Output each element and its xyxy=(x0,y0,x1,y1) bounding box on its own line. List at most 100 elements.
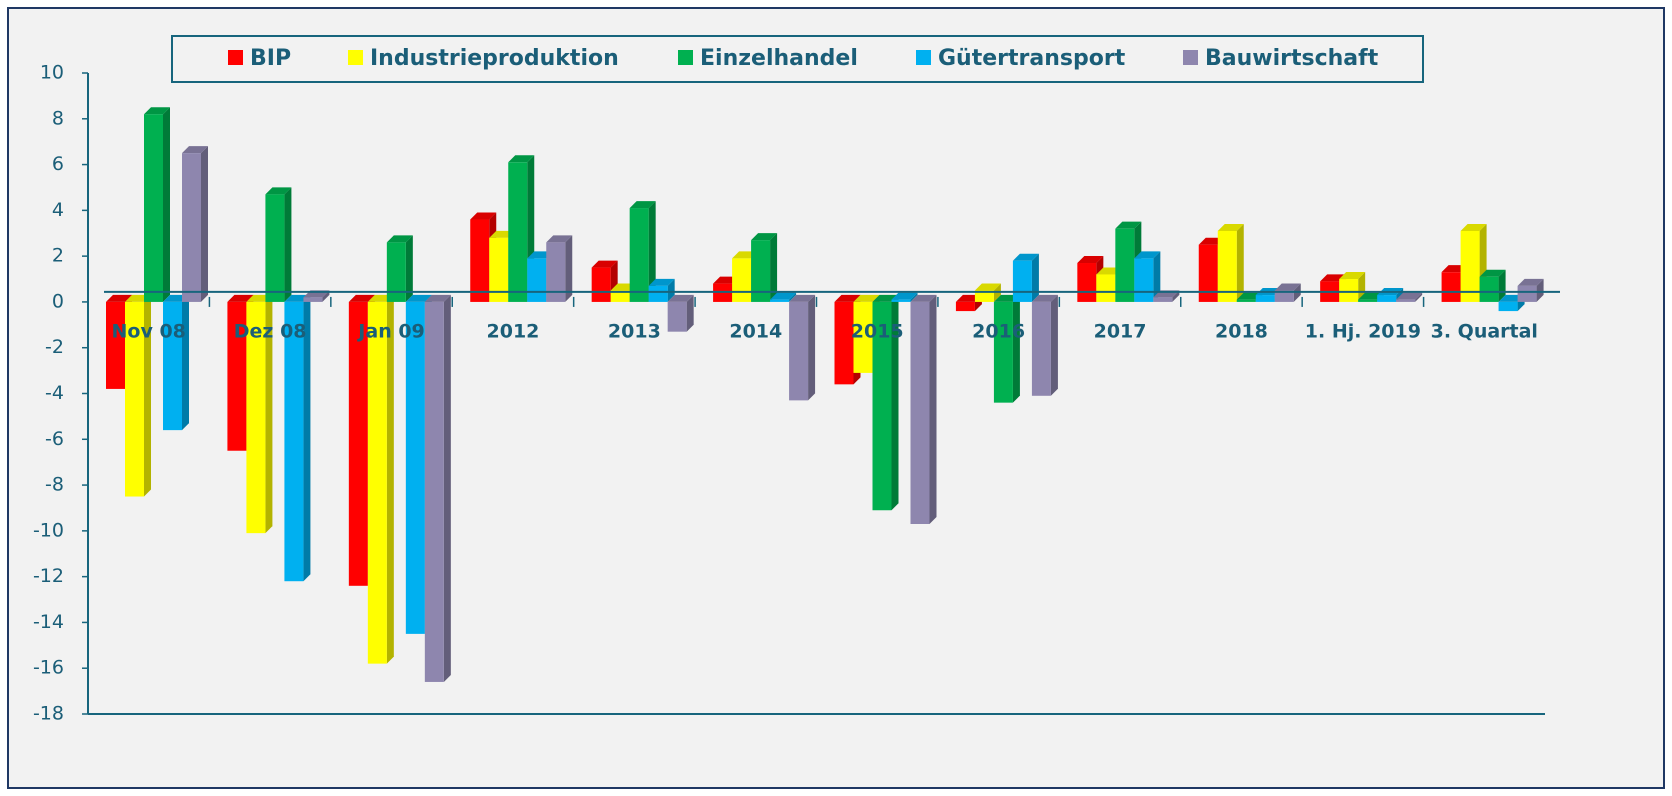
y-tick-label: 10 xyxy=(40,62,64,84)
bar xyxy=(489,237,509,302)
bar-side xyxy=(322,290,330,302)
bar-top xyxy=(1077,256,1104,264)
x-tick-label: 3. Quartal xyxy=(1431,320,1538,342)
x-tick-label: 1. Hj. 2019 xyxy=(1305,320,1421,342)
bar xyxy=(1134,258,1154,302)
bar xyxy=(1255,295,1275,302)
y-tick-label: -14 xyxy=(33,611,64,633)
bar-top xyxy=(1274,283,1301,291)
bar xyxy=(106,301,125,389)
bar-top xyxy=(1396,292,1423,300)
bar-top xyxy=(789,294,816,302)
bar-side xyxy=(1153,251,1161,302)
bar-side xyxy=(386,294,394,664)
bar-top xyxy=(182,146,208,154)
bar xyxy=(1479,276,1499,302)
bar xyxy=(144,114,163,302)
bar xyxy=(1441,272,1461,302)
bar xyxy=(872,301,892,511)
bar-top xyxy=(910,294,937,302)
bar xyxy=(993,301,1013,403)
bar-top xyxy=(1134,251,1161,259)
x-tick-label: 2014 xyxy=(729,320,782,342)
bar xyxy=(424,301,444,682)
frame xyxy=(7,7,1665,789)
bar xyxy=(610,290,630,302)
bar-side xyxy=(1415,292,1423,302)
bar-top xyxy=(1031,294,1058,302)
bar-top xyxy=(770,292,797,300)
bar xyxy=(1012,260,1032,302)
bar-top xyxy=(853,294,880,302)
bar-side xyxy=(405,235,413,302)
bar-side xyxy=(443,294,451,682)
bar xyxy=(246,301,266,534)
legend-label: Einzelhandel xyxy=(700,46,858,71)
bar xyxy=(1031,301,1051,396)
bar xyxy=(789,301,809,401)
x-tick-label: 2016 xyxy=(972,320,1025,342)
bar-top xyxy=(834,294,861,302)
y-tick-label: 2 xyxy=(52,245,64,267)
bar-top xyxy=(424,294,451,302)
x-tick-label: 2013 xyxy=(608,320,661,342)
bar-top xyxy=(1012,253,1039,261)
bar xyxy=(303,297,323,302)
y-tick-label: 6 xyxy=(52,153,64,175)
bar xyxy=(732,258,752,302)
bar-top xyxy=(891,292,918,300)
bar-side xyxy=(1536,278,1544,302)
bar-side xyxy=(770,233,778,302)
y-tick-label: -8 xyxy=(45,474,64,496)
bar-side xyxy=(1498,269,1506,302)
bar xyxy=(891,299,911,302)
legend-label: Gütertransport xyxy=(938,46,1126,71)
bar-top xyxy=(265,187,292,195)
bar xyxy=(853,301,873,373)
bar xyxy=(667,301,687,332)
bar-side xyxy=(648,201,656,302)
bar xyxy=(386,242,406,302)
bar xyxy=(1153,297,1173,302)
bar xyxy=(405,301,425,634)
legend-label: BIP xyxy=(250,46,291,71)
bar-side xyxy=(891,294,899,511)
bar-top xyxy=(648,278,675,286)
legend-swatch xyxy=(228,50,243,65)
bar xyxy=(1274,290,1294,302)
bar xyxy=(648,285,668,302)
y-tick-label: -6 xyxy=(45,428,64,450)
bar-top xyxy=(227,294,254,302)
bar-top xyxy=(1217,223,1244,231)
bar-top xyxy=(974,283,1001,291)
bar xyxy=(527,258,547,302)
x-tick-label: 2018 xyxy=(1215,320,1268,342)
bar-top xyxy=(751,233,778,241)
bar xyxy=(1077,263,1097,302)
bar-side xyxy=(163,107,170,302)
bar-top xyxy=(144,107,170,115)
legend-label: Industrieproduktion xyxy=(370,46,619,71)
legend-box xyxy=(171,35,1424,83)
bar xyxy=(770,299,790,302)
bar-top xyxy=(546,235,573,243)
bar-top xyxy=(386,235,413,243)
bar-top xyxy=(470,212,497,220)
legend-swatch xyxy=(348,50,363,65)
legend-swatch xyxy=(678,50,693,65)
bar xyxy=(1198,244,1218,302)
bar-top xyxy=(1115,221,1142,229)
bar-side xyxy=(565,235,573,302)
y-tick-label: -16 xyxy=(33,657,64,679)
bar-side xyxy=(1031,253,1039,302)
bar xyxy=(955,301,975,312)
bar xyxy=(348,301,368,586)
bar xyxy=(834,301,854,385)
bar xyxy=(163,301,182,431)
bar xyxy=(227,301,247,451)
y-tick-label: -18 xyxy=(33,703,64,725)
bar xyxy=(367,301,387,664)
legend-label: Bauwirtschaft xyxy=(1205,46,1379,71)
bar xyxy=(508,162,528,302)
